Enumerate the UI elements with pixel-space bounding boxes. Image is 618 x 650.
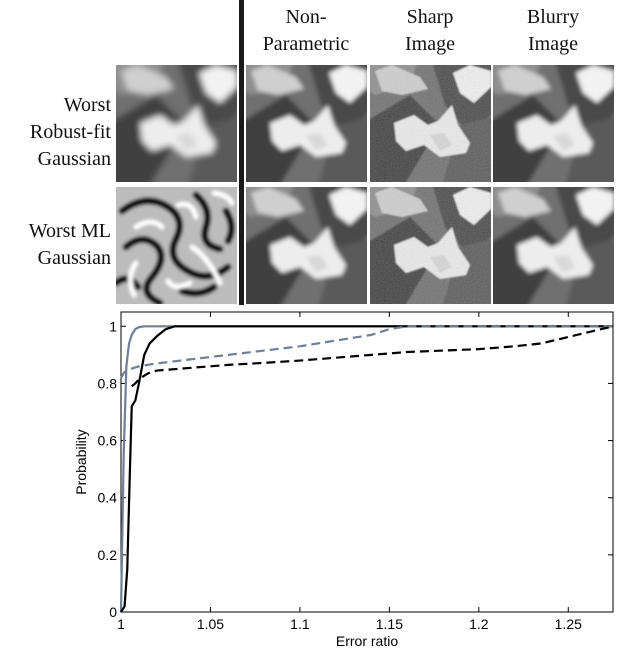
image-robust-blurry [493, 65, 614, 182]
plot-area [120, 311, 614, 613]
column-header-line1: Blurry [526, 6, 580, 28]
series-line-1 [119, 325, 613, 613]
image-ml-non-parametric [246, 187, 367, 304]
y-tick-label: 0.8 [98, 375, 118, 391]
row-label-line1: Worst [63, 94, 111, 116]
row-label-line2: Gaussian [37, 247, 111, 269]
x-tick-label: 1.25 [555, 616, 582, 632]
y-tick-label: 0.4 [98, 490, 118, 506]
image-ml-sharp [370, 187, 491, 304]
column-header-line2: Image [528, 33, 578, 55]
x-tick-label: 1.2 [469, 616, 489, 632]
y-tick-label: 0 [109, 604, 117, 620]
row-label-line1: Worst ML [28, 220, 111, 242]
x-axis-label: Error ratio [336, 633, 398, 649]
column-header-line1: Non- [285, 6, 327, 28]
column-header-blurry-image: Blurry Image [493, 4, 613, 58]
row-label-worst-ml-gaussian: Worst ML Gaussian [0, 218, 111, 272]
axes-layer: 1 1.05 1.1 1.15 1.2 1.25 0 0.2 0.4 0.6 0.8 1 [98, 312, 613, 632]
column-header-sharp-image: Sharp Image [370, 4, 490, 58]
row-label-worst-robust-fit-gaussian: Worst Robust-fit Gaussian [0, 92, 111, 173]
column-header-line2: Parametric [262, 33, 350, 55]
y-tick-label: 0.6 [98, 433, 118, 449]
y-tick-label: 1 [109, 318, 117, 334]
x-tick-label: 1.15 [376, 616, 403, 632]
x-tick-label: 1.05 [197, 616, 224, 632]
image-robust-sharp [370, 65, 491, 182]
series-line-2 [120, 325, 613, 613]
row-label-line3: Gaussian [37, 148, 111, 170]
x-tick-label: 1.1 [290, 616, 310, 632]
column-header-line1: Sharp [406, 6, 454, 28]
image-robust-kernel [116, 65, 237, 182]
image-ml-blurry [493, 187, 614, 304]
column-divider [239, 0, 244, 305]
series-line-3 [120, 325, 613, 379]
error-ratio-cdf-chart: 1 1.05 1.1 1.15 1.2 1.25 0 0.2 0.4 0.6 0.8 1 Error … [73, 311, 614, 649]
series-layer [119, 325, 614, 613]
y-axis-label: Probability [73, 429, 89, 494]
column-header-non-parametric: Non- Parametric [246, 4, 366, 58]
x-tick-label: 1 [117, 616, 125, 632]
y-tick-label: 0.2 [98, 547, 118, 563]
image-ml-kernel [116, 187, 237, 304]
row-label-line2: Robust-fit [29, 121, 111, 143]
image-robust-non-parametric [246, 65, 367, 182]
series-line-4 [131, 325, 614, 388]
column-header-line2: Image [405, 33, 455, 55]
